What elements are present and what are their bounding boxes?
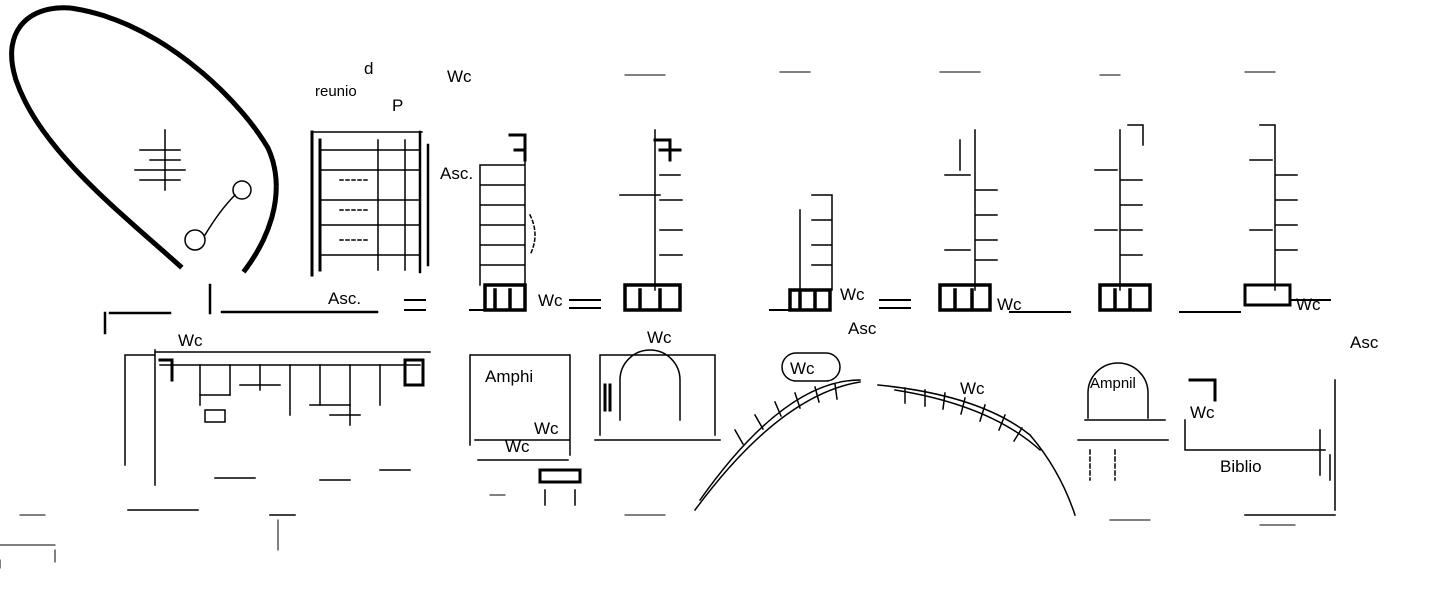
label-wc-amphi-a: Wc xyxy=(534,419,559,438)
label-wc-row-4: Wc xyxy=(1296,295,1321,314)
tower-block-6 xyxy=(1243,124,1298,307)
label-d: d xyxy=(364,59,374,78)
label-wc-arc-right: Wc xyxy=(960,379,985,398)
label-biblio: Biblio xyxy=(1220,457,1262,476)
label-wc-row-3: Wc xyxy=(997,295,1022,314)
corridor-lines xyxy=(404,71,1331,313)
label-asc-mid: Asc xyxy=(848,319,877,338)
label-amphi-right: Ampnil xyxy=(1090,375,1136,392)
tower-block-3 xyxy=(788,194,833,312)
tower-block-2 xyxy=(619,129,683,312)
sports-track xyxy=(9,5,279,274)
dimension-marks xyxy=(0,494,1296,569)
label-wc-under-block: Wc xyxy=(647,328,672,347)
label-amphi-left: Amphi xyxy=(485,367,534,386)
left-upper-block xyxy=(310,130,430,277)
label-wc-row-1: Wc xyxy=(538,291,563,310)
label-wc-row-2: Wc xyxy=(840,285,865,304)
tower-block-5 xyxy=(1094,124,1152,312)
label-reunion: reunio xyxy=(315,83,357,100)
track-field-marks xyxy=(134,129,252,251)
label-p: P xyxy=(392,96,404,115)
biblio-block xyxy=(1184,378,1336,516)
label-wc-rounded: Wc xyxy=(790,359,815,378)
amphi-arch-left xyxy=(594,349,721,441)
label-wc-left-wing: Wc xyxy=(178,331,203,350)
label-asc-right: Asc xyxy=(1350,333,1379,352)
label-wc-top: Wc xyxy=(447,67,472,86)
tower-block-1 xyxy=(479,133,536,312)
central-bridge-arch xyxy=(693,379,1076,516)
left-lower-wing xyxy=(124,349,431,516)
track-baseline xyxy=(103,283,379,335)
label-asc-left: Asc. xyxy=(328,289,362,308)
tower-block-4 xyxy=(938,129,998,312)
label-asc-top: Asc. xyxy=(440,164,474,183)
amphi-left-block xyxy=(469,354,582,506)
wc-rounded-room xyxy=(781,352,841,382)
amphi-arch-right xyxy=(1077,362,1169,481)
label-wc-amphi-b: Wc xyxy=(505,437,530,456)
label-wc-biblio: Wc xyxy=(1190,403,1215,422)
